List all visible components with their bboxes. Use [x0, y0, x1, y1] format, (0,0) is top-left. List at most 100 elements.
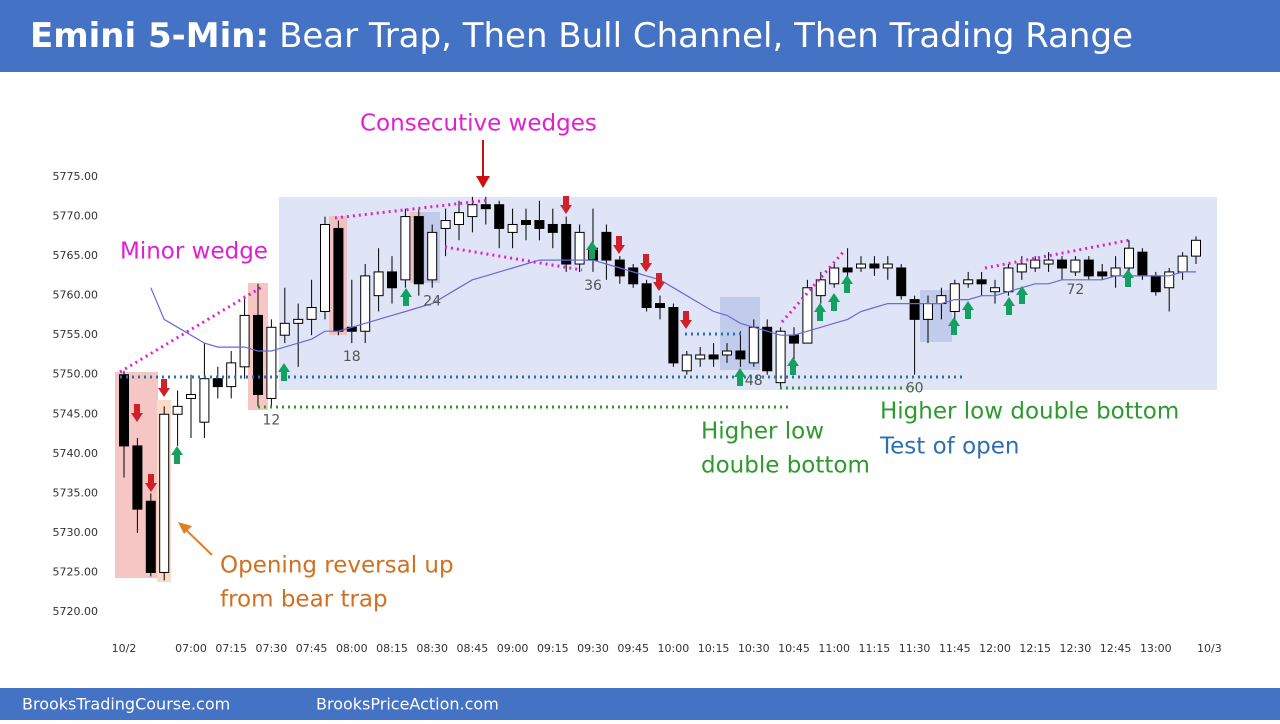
candle-body: [279, 322, 290, 336]
candle-body: [199, 378, 210, 423]
y-tick-label: 5760.00: [53, 289, 99, 302]
candle-body: [1083, 259, 1094, 277]
candle-body: [990, 287, 1000, 293]
candle-body: [333, 227, 344, 332]
x-tick-label: 12:45: [1100, 642, 1132, 655]
candle-body: [695, 354, 706, 360]
y-tick-label: 5755.00: [53, 328, 99, 341]
candle-body: [427, 231, 438, 281]
sell-signal: [680, 311, 692, 329]
candle-body: [507, 223, 518, 233]
buy-signal: [1122, 269, 1134, 287]
buy-signal: [1003, 297, 1015, 315]
candle-body: [856, 263, 866, 269]
candle-body: [1177, 255, 1188, 273]
candle-body: [119, 374, 129, 447]
candle-body: [1137, 251, 1148, 277]
candle-body: [145, 500, 156, 573]
y-tick-label: 5775.00: [53, 170, 99, 183]
x-tick-label: 12:00: [979, 642, 1011, 655]
x-tick-label: 11:00: [818, 642, 850, 655]
candle-body: [949, 283, 960, 312]
sell-signal: [560, 196, 572, 214]
buy-signal: [400, 288, 412, 306]
candle-body: [1043, 259, 1054, 265]
candle-body: [547, 223, 558, 233]
candle-body: [360, 275, 371, 332]
candle-body: [1164, 271, 1175, 289]
x-tick-label: 12:30: [1060, 642, 1092, 655]
candle-body: [668, 307, 679, 364]
y-tick-label: 5735.00: [53, 486, 99, 499]
candle-body: [829, 267, 840, 285]
bar-number: 12: [262, 412, 280, 428]
candle-body: [387, 271, 397, 289]
annotation: Higher low double bottom: [880, 399, 1179, 425]
buy-signal: [962, 301, 974, 319]
candle-body: [1097, 271, 1108, 277]
buy-signal: [828, 293, 840, 311]
x-tick-label: 07:45: [296, 642, 328, 655]
buy-signal: [1016, 286, 1028, 304]
buy-signal: [171, 446, 183, 464]
x-tick-label: 09:45: [617, 642, 649, 655]
annotation: Higher low: [701, 419, 824, 445]
x-tick-label: 11:30: [899, 642, 931, 655]
candle-body: [454, 212, 464, 225]
buy-signal: [948, 317, 960, 335]
shading: [115, 197, 1217, 582]
y-tick-label: 5765.00: [53, 249, 99, 262]
bar-number: 60: [906, 381, 924, 397]
arrow-head: [476, 176, 490, 188]
candle-body: [400, 216, 411, 281]
x-tick-label: 10:30: [738, 642, 770, 655]
candle-body: [1057, 259, 1067, 269]
candle-body: [521, 220, 531, 225]
candle-body: [1110, 267, 1121, 277]
candle-body: [775, 330, 786, 384]
title: Emini 5-Min: Bear Trap, Then Bull Channel…: [30, 16, 1133, 56]
candle-body: [896, 267, 907, 297]
title-bold: Emini 5-Min:: [30, 16, 269, 56]
candle-body: [293, 318, 304, 324]
candle-body: [963, 279, 974, 285]
footer-left: BrooksTradingCourse.com: [22, 695, 230, 714]
sell-signal: [145, 474, 157, 492]
signals: [131, 196, 1134, 492]
candle-body: [440, 220, 451, 229]
x-tick-label: 12:15: [1019, 642, 1051, 655]
candle-body: [186, 394, 196, 399]
x-tick-label: 10:00: [658, 642, 690, 655]
sell-signal: [613, 236, 625, 254]
wedge-line: [780, 249, 847, 323]
plot-area: 5720.00 5725.00 5730.00 5735.00 5740.00 5745.…: [53, 170, 1222, 655]
candle-body: [909, 299, 920, 320]
x-tick-label: 08:30: [416, 642, 448, 655]
candle-body: [681, 354, 692, 372]
candle-body: [226, 362, 237, 388]
sell-signal: [640, 254, 652, 272]
candle-body: [923, 303, 933, 320]
x-tick-label: 10/2: [112, 642, 137, 655]
candle-body: [708, 354, 719, 360]
candle-body: [480, 204, 491, 210]
annotation: Consecutive wedges: [360, 111, 597, 137]
candle-body: [534, 220, 545, 229]
candle-body: [735, 350, 746, 360]
buy-signal: [278, 363, 290, 381]
sell-signal: [158, 379, 170, 397]
x-tick-label: 10/3: [1197, 642, 1222, 655]
y-tick-label: 5745.00: [53, 407, 99, 420]
y-tick-label: 5720.00: [53, 605, 99, 618]
sell-signal: [653, 273, 665, 291]
buy-signal: [814, 303, 826, 321]
x-tick-label: 09:15: [537, 642, 569, 655]
annotation: Opening reversal up: [220, 553, 454, 579]
candle-body: [815, 279, 826, 297]
wedge-line: [334, 198, 491, 220]
y-tick-label: 5740.00: [53, 447, 99, 460]
buy-signal: [787, 357, 799, 375]
candle-body: [159, 413, 170, 573]
x-tick-label: 13:00: [1140, 642, 1172, 655]
